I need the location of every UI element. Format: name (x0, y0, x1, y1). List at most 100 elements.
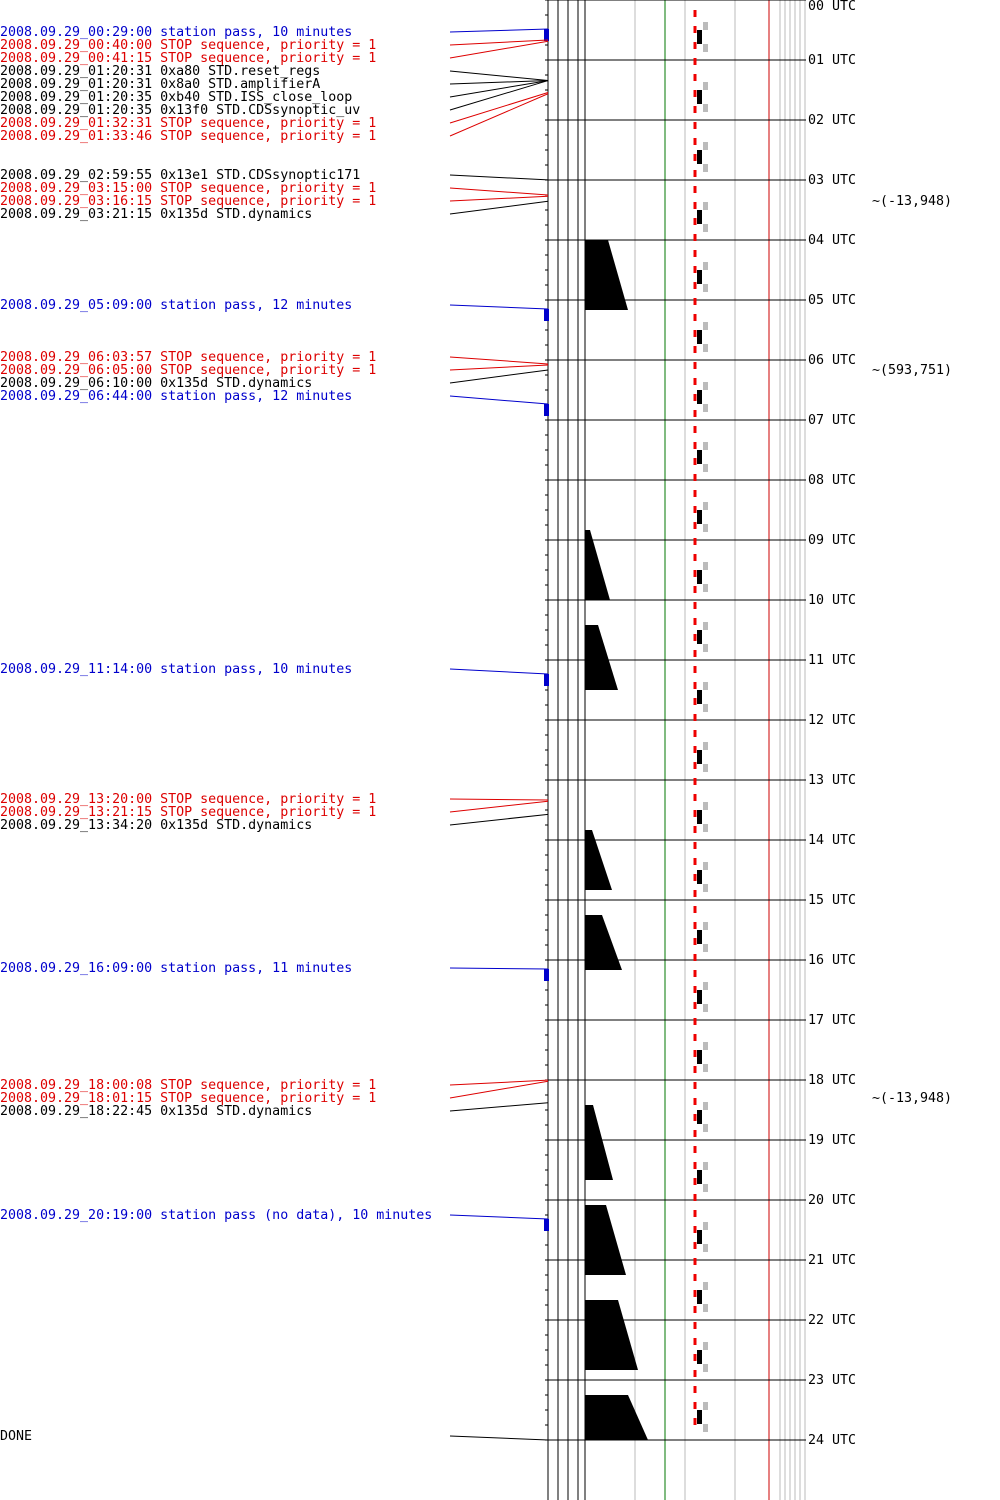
activity (585, 830, 612, 890)
marker (697, 210, 702, 224)
marker (697, 570, 702, 584)
marker (703, 344, 708, 352)
marker (703, 584, 708, 592)
marker (703, 922, 708, 930)
event-connector (449, 28, 549, 33)
hour-label: 01 UTC (808, 53, 856, 68)
event-connector (449, 798, 549, 801)
pass-marker (544, 29, 549, 41)
event-connector (449, 668, 549, 675)
marker (703, 1424, 708, 1432)
marker (697, 750, 702, 764)
annotation: ~(593,751) (872, 363, 952, 378)
event-connector (449, 174, 549, 181)
event-connector (449, 80, 549, 111)
event-label: 2008.09.29_11:14:00 station pass, 10 min… (0, 662, 352, 677)
event-connector (449, 195, 549, 202)
event-label: 2008.09.29_16:09:00 station pass, 11 min… (0, 961, 352, 976)
event-connector (449, 80, 549, 98)
event-connector (449, 187, 549, 196)
event-label: 2008.09.29_13:21:15 STOP sequence, prior… (0, 805, 376, 820)
marker (703, 704, 708, 712)
pass-marker (544, 309, 549, 321)
marker (703, 284, 708, 292)
activity (585, 1205, 626, 1275)
event-connector (449, 967, 549, 970)
event-label: 2008.09.29_00:41:15 STOP sequence, prior… (0, 51, 376, 66)
marker (703, 1162, 708, 1170)
event-label: 2008.09.29_20:19:00 station pass (no dat… (0, 1208, 432, 1223)
marker (703, 1124, 708, 1132)
marker (703, 644, 708, 652)
hour-label: 09 UTC (808, 533, 856, 548)
marker (697, 690, 702, 704)
hour-label: 21 UTC (808, 1253, 856, 1268)
hour-label: 12 UTC (808, 713, 856, 728)
activity (585, 1105, 613, 1180)
event-connector (449, 1214, 549, 1220)
marker (703, 262, 708, 270)
marker (703, 682, 708, 690)
marker (697, 30, 702, 44)
marker (697, 90, 702, 104)
hour-label: 02 UTC (808, 113, 856, 128)
event-label: DONE (0, 1429, 32, 1444)
marker (697, 1110, 702, 1124)
event-connector (449, 813, 549, 826)
marker (703, 502, 708, 510)
marker (703, 982, 708, 990)
event-connector (449, 40, 549, 59)
event-connector (449, 39, 549, 46)
annotation: ~(-13,948) (872, 194, 952, 209)
event-label: 2008.09.29_06:05:00 STOP sequence, prior… (0, 363, 376, 378)
event-label: 2008.09.29_06:03:57 STOP sequence, prior… (0, 350, 376, 365)
hour-label: 23 UTC (808, 1373, 856, 1388)
hour-label: 04 UTC (808, 233, 856, 248)
marker (697, 270, 702, 284)
hour-label: 06 UTC (808, 353, 856, 368)
hour-label: 20 UTC (808, 1193, 856, 1208)
event-connector (449, 800, 549, 813)
marker (703, 104, 708, 112)
event-connector (449, 92, 549, 124)
marker (703, 524, 708, 532)
marker (703, 142, 708, 150)
event-connector (449, 80, 549, 85)
marker (703, 1304, 708, 1312)
hour-label: 14 UTC (808, 833, 856, 848)
marker (703, 1004, 708, 1012)
event-label: 2008.09.29_01:20:35 0x13f0 STD.CDSsynopt… (0, 103, 360, 118)
marker (703, 44, 708, 52)
event-label: 2008.09.29_00:29:00 station pass, 10 min… (0, 25, 352, 40)
marker (703, 322, 708, 330)
event-label: 2008.09.29_01:33:46 STOP sequence, prior… (0, 129, 376, 144)
event-connector (449, 364, 549, 371)
event-label: 2008.09.29_18:22:45 0x135d STD.dynamics (0, 1104, 312, 1119)
marker (703, 82, 708, 90)
event-connector (449, 70, 549, 82)
marker (703, 164, 708, 172)
marker (703, 202, 708, 210)
marker (703, 742, 708, 750)
event-connector (449, 1080, 549, 1099)
event-connector (449, 356, 549, 365)
event-label: 2008.09.29_18:01:15 STOP sequence, prior… (0, 1091, 376, 1106)
marker (703, 1042, 708, 1050)
event-label: 2008.09.29_06:44:00 station pass, 12 min… (0, 389, 352, 404)
event-label: 2008.09.29_00:40:00 STOP sequence, prior… (0, 38, 376, 53)
activity (585, 1395, 648, 1440)
marker (697, 930, 702, 944)
marker (703, 464, 708, 472)
marker (703, 404, 708, 412)
marker (703, 862, 708, 870)
marker (703, 1342, 708, 1350)
marker (703, 1364, 708, 1372)
activity (585, 530, 610, 600)
event-connector (449, 304, 549, 310)
marker (697, 990, 702, 1004)
hour-label: 00 UTC (808, 0, 856, 14)
pass-marker (544, 674, 549, 686)
marker (697, 330, 702, 344)
event-connector (449, 395, 549, 405)
